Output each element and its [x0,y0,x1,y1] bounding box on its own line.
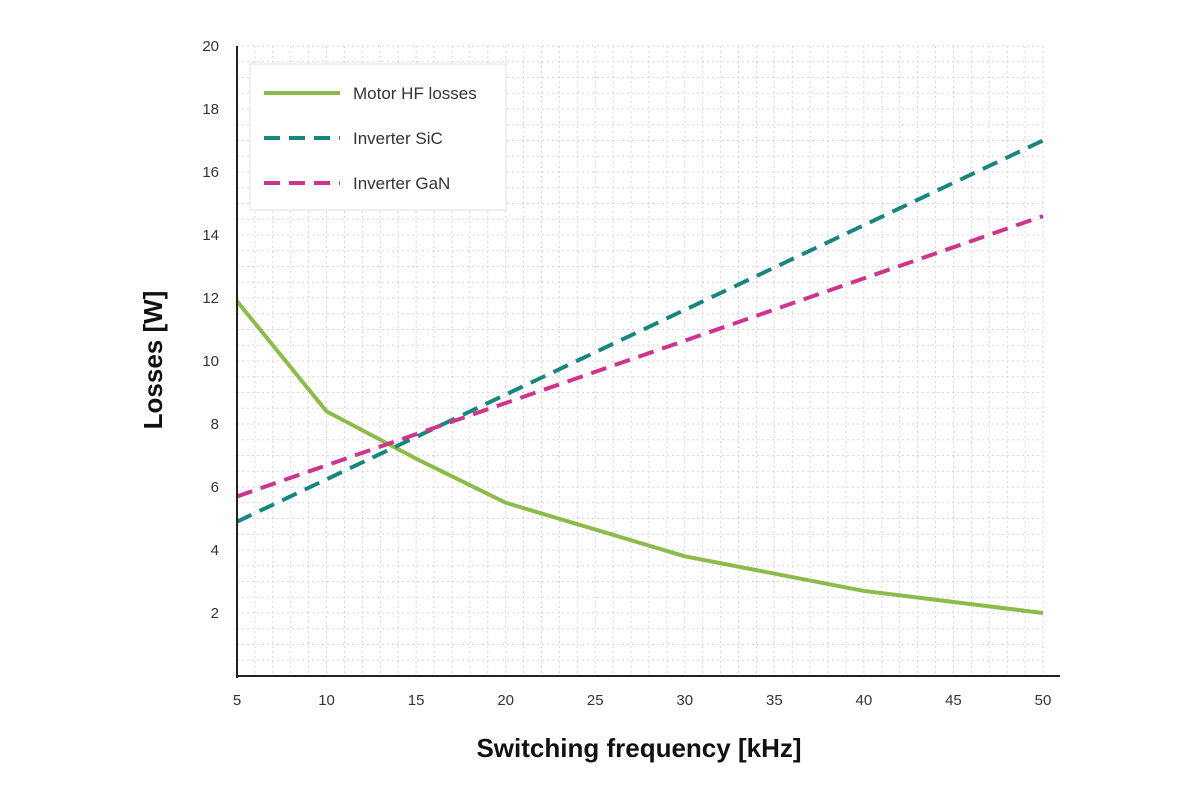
x-tick-label: 10 [318,692,335,709]
series-line-3 [236,214,1044,499]
y-axis-title: Losses [W] [138,291,168,430]
series-line-1 [235,299,1044,615]
legend-label-3: Inverter GaN [353,174,450,193]
x-axis-title: Switching frequency [kHz] [476,733,801,763]
y-tick-label: 14 [202,227,219,244]
x-tick-label: 20 [497,692,514,709]
x-tick-label: 15 [408,692,425,709]
x-tick-label: 45 [945,692,962,709]
x-tick-label: 50 [1035,692,1052,709]
tick-labels: 5 10 15 20 25 30 35 40 45 50 2 4 6 8 10 12 14 16 18 20 [202,38,1051,709]
legend: Motor HF losses Inverter SiC Inverter GaN [249,63,507,211]
legend-label-1: Motor HF losses [353,84,477,103]
y-tick-label: 20 [202,38,219,55]
y-tick-label: 2 [211,605,219,622]
axes [236,46,1060,678]
x-tick-label: 25 [587,692,604,709]
y-tick-label: 12 [202,290,219,307]
x-tick-label: 40 [856,692,873,709]
x-tick-label: 35 [766,692,783,709]
legend-label-2: Inverter SiC [353,129,443,148]
y-tick-label: 10 [202,353,219,370]
x-tick-label: 5 [233,692,241,709]
series-lines [235,138,1044,615]
y-tick-label: 4 [211,542,219,559]
y-tick-label: 16 [202,164,219,181]
y-tick-label: 18 [202,101,219,118]
y-tick-label: 6 [211,479,219,496]
x-tick-label: 30 [676,692,693,709]
y-tick-label: 8 [211,416,219,433]
